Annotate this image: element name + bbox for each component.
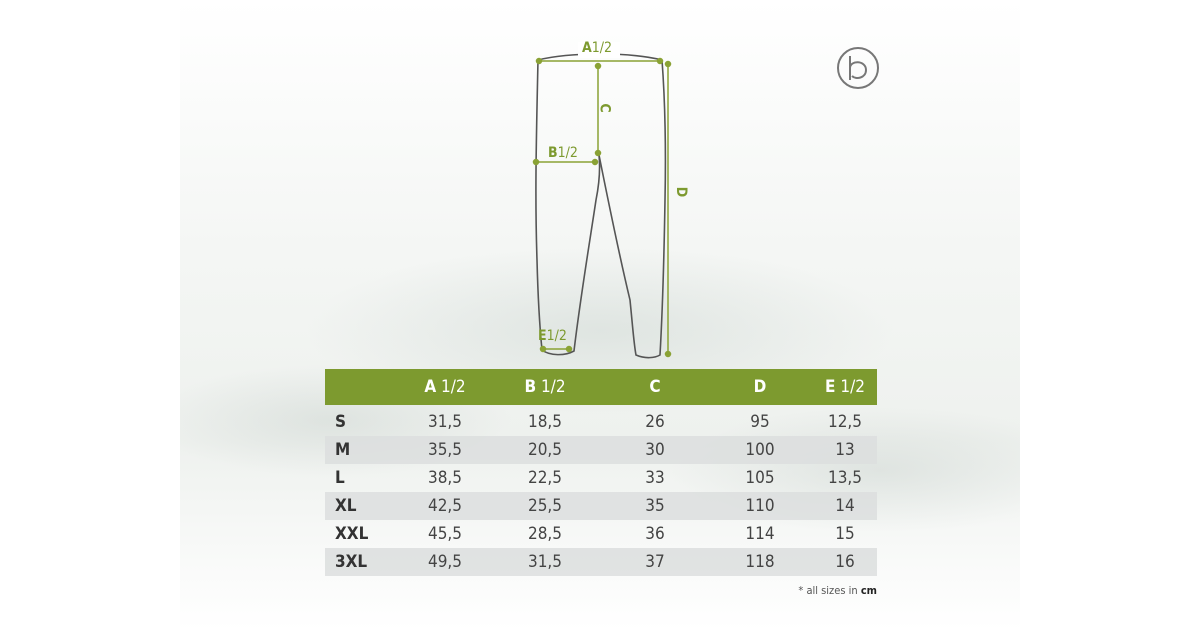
size-table: A 1/2 B 1/2 C D E 1/2 S 31,5 18,5 26 95 12,5 M… <box>325 369 877 576</box>
table-row: M 35,5 20,5 30 100 13 <box>325 436 877 464</box>
table-cell: 18,5 <box>527 412 563 432</box>
table-cell: 13,5 <box>827 468 863 488</box>
size-label: M <box>335 440 351 460</box>
header-a: A 1/2 <box>424 377 466 397</box>
table-cell: 95 <box>750 412 770 432</box>
table-cell: 118 <box>745 552 775 572</box>
table-cell: 42,5 <box>427 496 463 516</box>
table-cell: 33 <box>645 468 665 488</box>
table-cell: 45,5 <box>427 524 463 544</box>
table-cell: 37 <box>645 552 665 572</box>
table-header: A 1/2 B 1/2 C D E 1/2 <box>325 369 877 405</box>
label-a: A1/2 <box>582 40 613 56</box>
pants-outline <box>535 53 667 359</box>
size-label: XXL <box>335 524 369 544</box>
table-cell: 28,5 <box>527 524 563 544</box>
size-label: S <box>335 412 347 432</box>
table-cell: 105 <box>745 468 775 488</box>
table-row: S 31,5 18,5 26 95 12,5 <box>325 408 877 436</box>
header-e: E 1/2 <box>825 377 865 397</box>
table-cell: 14 <box>835 496 855 516</box>
table-cell: 100 <box>745 440 775 460</box>
table-cell: 22,5 <box>527 468 563 488</box>
table-row: XXL 45,5 28,5 36 114 15 <box>325 520 877 548</box>
table-row: 3XL 49,5 31,5 37 118 16 <box>325 548 877 576</box>
label-c: C <box>596 103 613 113</box>
header-b: B 1/2 <box>524 377 566 397</box>
header-c: C <box>649 377 661 397</box>
table-cell: 12,5 <box>827 412 863 432</box>
label-d: D <box>673 186 690 198</box>
size-label: 3XL <box>335 552 368 572</box>
label-a-bg <box>578 42 620 58</box>
table-row: XL 42,5 25,5 35 110 14 <box>325 492 877 520</box>
table-cell: 36 <box>645 524 665 544</box>
table-cell: 30 <box>645 440 665 460</box>
label-e: E1/2 <box>538 328 567 344</box>
table-cell: 13 <box>835 440 855 460</box>
size-label: XL <box>335 496 357 516</box>
table-cell: 110 <box>745 496 775 516</box>
table-cell: 38,5 <box>427 468 463 488</box>
table-cell: 31,5 <box>427 412 463 432</box>
label-b: B1/2 <box>548 145 578 161</box>
table-cell: 31,5 <box>527 552 563 572</box>
mountain-background <box>180 0 1020 630</box>
brand-circle-logo-icon <box>837 47 879 89</box>
table-cell: 26 <box>645 412 665 432</box>
table-cell: 25,5 <box>527 496 563 516</box>
size-label: L <box>335 468 345 488</box>
table-cell: 35,5 <box>427 440 463 460</box>
table-cell: 16 <box>835 552 855 572</box>
table-cell: 20,5 <box>527 440 563 460</box>
table-cell: 15 <box>835 524 855 544</box>
table-cell: 35 <box>645 496 665 516</box>
header-d: D <box>753 377 767 397</box>
table-row: L 38,5 22,5 33 105 13,5 <box>325 464 877 492</box>
table-cell: 49,5 <box>427 552 463 572</box>
table-cell: 114 <box>745 524 775 544</box>
units-note: * all sizes in cm <box>798 584 877 597</box>
measurement-lines <box>532 57 672 358</box>
